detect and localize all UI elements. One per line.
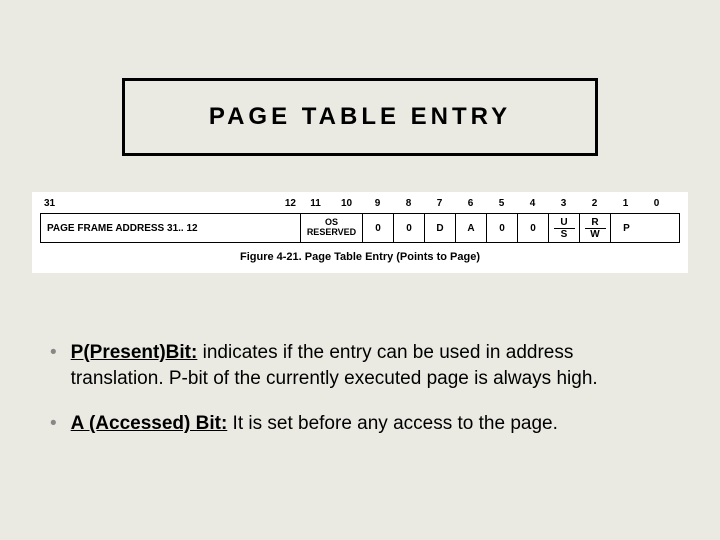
figure-area: 31 12 11 10 9 8 7 6 5 4 3 2 1 0 PAGE FRA… — [32, 192, 688, 273]
figure-caption: Figure 4-21. Page Table Entry (Points to… — [40, 251, 680, 263]
cell-bit8: 0 — [394, 214, 425, 242]
cell-bit4: 0 — [518, 214, 549, 242]
bit-label: 11 — [300, 198, 331, 209]
bullet-text: A (Accessed) Bit: It is set before any a… — [71, 411, 670, 437]
bit-label: 9 — [362, 198, 393, 209]
bit-label: 2 — [579, 198, 610, 209]
bit-label: 1 — [610, 198, 641, 209]
cell-s: S — [561, 229, 568, 240]
pte-table: PAGE FRAME ADDRESS 31.. 12 OS RESERVED 0… — [40, 213, 680, 243]
cell-accessed: A — [456, 214, 487, 242]
bullet-label: A (Accessed) Bit: — [71, 413, 228, 434]
bullet-dot-icon: • — [50, 411, 57, 437]
bullet-label: P(Present)Bit: — [71, 342, 198, 363]
cell-os-reserved: OS RESERVED — [301, 214, 363, 242]
bullet-item: • A (Accessed) Bit: It is set before any… — [50, 411, 670, 437]
bullet-body: It is set before any access to the page. — [227, 413, 558, 434]
page-title: PAGE TABLE ENTRY — [209, 103, 511, 131]
bit-label: 6 — [455, 198, 486, 209]
cell-present: P — [611, 214, 642, 242]
cell-os-line2: RESERVED — [307, 228, 356, 238]
bit-label: 5 — [486, 198, 517, 209]
bit-label: 12 — [280, 198, 300, 209]
bullet-dot-icon: • — [50, 340, 57, 391]
bit-label: 0 — [641, 198, 672, 209]
cell-u: U — [560, 217, 567, 228]
cell-read-write: R W — [580, 214, 611, 242]
bullet-list: • P(Present)Bit: indicates if the entry … — [50, 340, 670, 457]
title-box: PAGE TABLE ENTRY — [122, 78, 598, 156]
cell-bit9: 0 — [363, 214, 394, 242]
bullet-item: • P(Present)Bit: indicates if the entry … — [50, 340, 670, 391]
cell-r: R — [591, 217, 598, 228]
cell-user-supervisor: U S — [549, 214, 580, 242]
cell-w: W — [590, 229, 599, 240]
cell-dirty: D — [425, 214, 456, 242]
bullet-text: P(Present)Bit: indicates if the entry ca… — [71, 340, 670, 391]
bit-label-row: 31 12 11 10 9 8 7 6 5 4 3 2 1 0 — [40, 198, 680, 209]
bit-label: 8 — [393, 198, 424, 209]
bit-label: 10 — [331, 198, 362, 209]
bit-label: 7 — [424, 198, 455, 209]
bit-label: 3 — [548, 198, 579, 209]
cell-bit5: 0 — [487, 214, 518, 242]
bit-label: 31 — [40, 198, 280, 209]
cell-page-frame-address: PAGE FRAME ADDRESS 31.. 12 — [41, 214, 301, 242]
bit-label: 4 — [517, 198, 548, 209]
